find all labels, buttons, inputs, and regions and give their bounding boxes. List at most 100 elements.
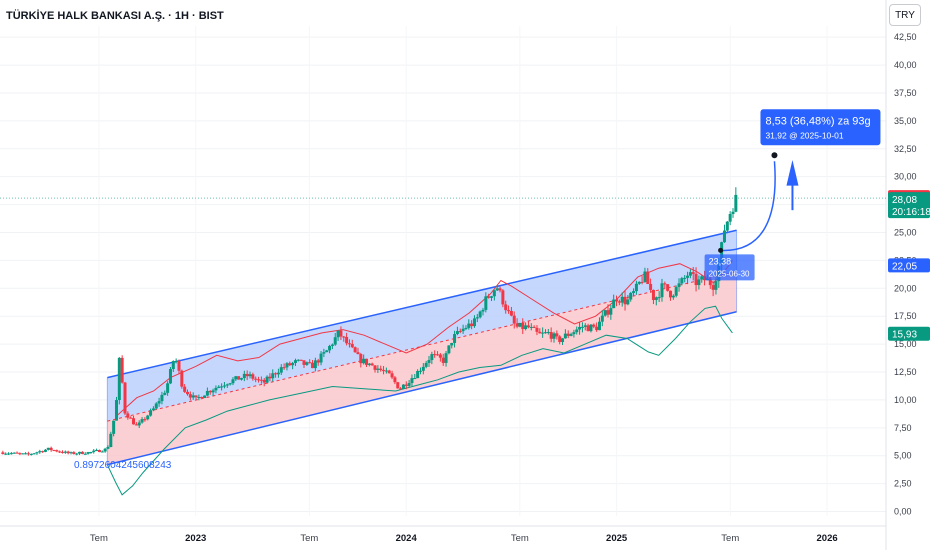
candle-body xyxy=(543,332,547,334)
candle-body xyxy=(555,333,559,337)
candle-body xyxy=(578,326,582,330)
candle-body xyxy=(291,362,295,366)
candle-body xyxy=(501,290,505,305)
candle-body xyxy=(404,384,408,386)
candle-body xyxy=(515,323,519,327)
candle-body xyxy=(580,326,584,328)
x-tick-label: 2025 xyxy=(606,533,628,544)
candle-body xyxy=(691,272,695,274)
candle-body xyxy=(134,424,138,426)
candle-body xyxy=(58,451,62,453)
candle-body xyxy=(7,453,11,455)
x-tick-label: 2023 xyxy=(185,533,206,544)
currency-button[interactable]: TRY xyxy=(889,4,921,26)
candle-body xyxy=(288,363,292,366)
candle-body xyxy=(632,291,636,293)
candle-body xyxy=(205,390,209,396)
candle-body xyxy=(609,308,613,315)
time-axis[interactable]: Tem 2023 Tem 2024 Tem 2025 Tem 2026 xyxy=(90,533,838,544)
candle-body xyxy=(708,278,712,286)
candle-body xyxy=(103,448,107,452)
candle-body xyxy=(561,338,565,343)
candle-body xyxy=(188,394,192,398)
y-tick-label: 7,50 xyxy=(894,423,912,433)
candle-body xyxy=(492,290,496,297)
candle-body xyxy=(228,383,232,385)
candle-body xyxy=(302,360,306,365)
candle-body xyxy=(384,370,388,372)
candle-body xyxy=(245,373,249,377)
candle-body xyxy=(418,370,422,372)
candle-body xyxy=(35,452,39,454)
candle-body xyxy=(350,343,354,348)
candle-body xyxy=(677,283,681,288)
candle-body xyxy=(163,392,167,395)
candle-body xyxy=(427,360,431,363)
candle-body xyxy=(217,386,221,388)
bollinger-bands xyxy=(106,260,733,496)
candle-body xyxy=(623,296,627,305)
candle-body xyxy=(438,354,442,358)
candle-body xyxy=(100,451,104,453)
candle-body xyxy=(725,221,729,231)
candle-body xyxy=(532,326,536,328)
lower-price-label xyxy=(888,326,930,341)
candle-body xyxy=(262,379,266,383)
candle-body xyxy=(43,449,47,452)
candle-body xyxy=(112,420,116,434)
candle-body xyxy=(282,367,286,369)
candle-body xyxy=(643,271,647,282)
price-axis[interactable]: 0,00 2,50 5,00 7,50 10,00 12,50 15,00 17,50 20,0… xyxy=(894,32,917,516)
candle-body xyxy=(722,230,726,243)
projection-sub-text: 31,92 @ 2025-10-01 xyxy=(765,130,843,140)
candle-body xyxy=(686,275,690,278)
y-tick-label: 37,50 xyxy=(894,88,917,98)
candle-body xyxy=(106,447,110,449)
x-tick-label: Tem xyxy=(300,533,318,544)
candle-body xyxy=(475,317,479,319)
candle-body xyxy=(347,343,351,345)
candle-body xyxy=(203,395,207,399)
candle-body xyxy=(109,433,113,448)
candle-body xyxy=(649,283,653,290)
candle-body xyxy=(208,390,212,393)
candle-body xyxy=(413,378,417,380)
candle-body xyxy=(640,281,644,283)
candle-body xyxy=(168,369,172,384)
candle-body xyxy=(271,373,275,379)
last-price-label-text: 28,08 xyxy=(892,195,917,206)
candle-body xyxy=(538,331,542,334)
x-tick-label: 2024 xyxy=(396,533,418,544)
candle-body xyxy=(481,309,485,312)
regression-channel xyxy=(106,229,738,466)
candle-body xyxy=(490,296,494,298)
candle-body xyxy=(620,296,624,303)
candle-body xyxy=(558,336,562,343)
candle-body xyxy=(180,370,184,387)
entry-price-label xyxy=(888,258,930,273)
candle-body xyxy=(637,281,641,284)
candle-body xyxy=(342,336,346,338)
candle-body xyxy=(421,366,425,371)
candle-body xyxy=(38,451,42,453)
candle-body xyxy=(80,451,84,454)
candle-body xyxy=(328,345,332,351)
candle-body xyxy=(114,399,118,421)
candle-body xyxy=(478,311,482,318)
candle-body xyxy=(441,357,445,363)
candle-body xyxy=(157,401,161,404)
candle-body xyxy=(546,332,550,334)
candle-body xyxy=(458,331,462,333)
candle-body xyxy=(308,362,312,364)
candle-body xyxy=(683,277,687,279)
candle-body xyxy=(549,332,553,339)
candle-body xyxy=(541,332,545,334)
candle-body xyxy=(197,397,201,399)
candle-body xyxy=(4,453,8,455)
candle-body xyxy=(299,359,303,361)
candle-body xyxy=(151,408,155,411)
candle-body xyxy=(183,386,187,392)
candle-body xyxy=(436,354,440,356)
candle-body xyxy=(410,378,414,384)
